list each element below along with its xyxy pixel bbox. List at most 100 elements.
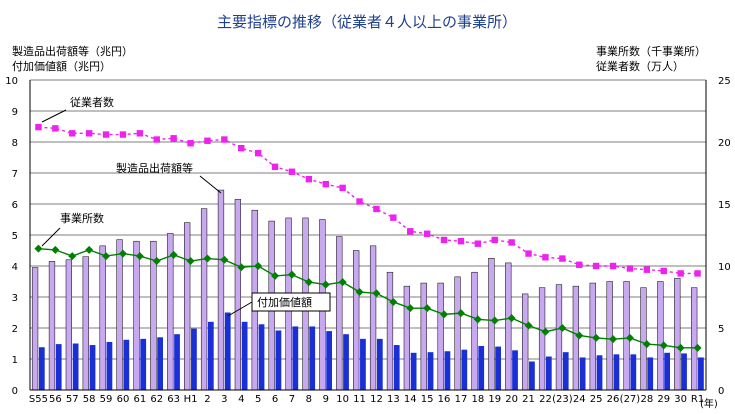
bar-value-added: [376, 338, 383, 390]
marker-employees: [626, 265, 634, 272]
bar-value-added: [562, 352, 569, 390]
bar-value-added: [326, 331, 332, 390]
right-tick-label: 25: [718, 76, 731, 87]
lines: [34, 123, 702, 352]
marker-employees: [187, 140, 194, 147]
left-tick-label: 3: [12, 293, 18, 304]
marker-establishments: [85, 245, 94, 254]
x-tick-label: 61: [133, 394, 146, 405]
series-label-value-added: 付加価値額: [257, 296, 312, 309]
bar-value-added: [55, 344, 62, 390]
bar-value-added: [613, 354, 620, 390]
marker-establishments: [642, 340, 651, 349]
bar-shipments: [234, 199, 241, 391]
right-axis-label-employees: 従業者数（万人）: [596, 60, 684, 73]
x-tick-label: 2: [204, 394, 210, 405]
leader-employees: [41, 109, 67, 123]
bar-shipments: [505, 262, 512, 391]
x-tick-label: 7: [289, 394, 295, 405]
marker-establishments: [423, 304, 432, 313]
marker-employees: [559, 255, 566, 262]
bar-value-added: [681, 353, 687, 390]
x-tick-label: 17: [455, 394, 468, 405]
left-tick-label: 0: [12, 386, 18, 397]
bar-shipments: [336, 236, 343, 391]
marker-establishments: [203, 254, 212, 263]
marker-employees: [457, 238, 465, 245]
marker-employees: [576, 261, 583, 268]
bar-shipments: [369, 245, 377, 391]
bar-shipments: [555, 284, 563, 391]
bar-value-added: [309, 326, 316, 390]
bar-shipments: [82, 256, 89, 391]
series-label-establishments: 事業所数: [60, 212, 104, 225]
marker-establishments: [456, 309, 465, 318]
bar-value-added: [140, 338, 147, 390]
marker-establishments: [473, 315, 482, 324]
x-tick-label: 13: [387, 394, 400, 405]
x-tick-label: (27): [620, 394, 641, 405]
x-tick-label: R1: [691, 394, 704, 405]
x-tick-label: 62: [150, 394, 163, 405]
x-tick-label: S55: [29, 394, 48, 405]
left-tick-label: 1: [12, 355, 18, 366]
x-tick-label: 28: [640, 394, 653, 405]
bar-value-added: [410, 352, 417, 390]
bar-value-added: [664, 352, 670, 390]
x-tick-label: H1: [184, 394, 198, 405]
marker-establishments: [575, 331, 584, 340]
bar-value-added: [343, 334, 349, 390]
x-tick-label: 20: [505, 394, 518, 405]
bar-shipments: [48, 261, 56, 391]
left-tick-label: 9: [12, 107, 18, 118]
x-tick-label: 4: [238, 394, 244, 405]
bar-shipments: [522, 293, 529, 391]
marker-establishments: [118, 249, 127, 258]
bar-value-added: [275, 330, 282, 390]
bar-value-added: [630, 354, 637, 390]
right-tick-label: 20: [718, 138, 731, 149]
marker-employees: [238, 145, 245, 152]
x-tick-label: 16: [438, 394, 451, 405]
bar-value-added: [207, 321, 214, 390]
marker-employees: [390, 214, 397, 221]
marker-establishments: [440, 310, 449, 319]
marker-employees: [102, 131, 110, 138]
bar-value-added: [38, 347, 45, 390]
bar-shipments: [65, 259, 72, 391]
marker-employees: [407, 228, 414, 235]
bar-value-added: [72, 343, 79, 390]
bar-shipments: [133, 240, 140, 391]
marker-establishments: [68, 252, 77, 261]
marker-employees: [491, 236, 498, 244]
bar-shipments: [31, 267, 39, 391]
marker-employees: [119, 131, 127, 138]
x-tick-label: 63: [167, 394, 180, 405]
marker-establishments: [355, 288, 364, 297]
bar-shipments: [386, 271, 394, 391]
x-tick-label: 14: [404, 394, 417, 405]
right-tick-label: 0: [718, 386, 724, 397]
bar-value-added: [545, 356, 552, 390]
x-tick-label: 5: [255, 394, 261, 405]
marker-employees: [474, 240, 482, 247]
marker-employees: [508, 239, 515, 246]
marker-employees: [254, 149, 262, 157]
marker-establishments: [609, 335, 618, 344]
bar-shipments: [691, 287, 698, 391]
marker-establishments: [135, 252, 144, 261]
marker-establishments: [676, 343, 685, 352]
x-tick-label: 60: [117, 394, 130, 405]
marker-establishments: [625, 333, 634, 342]
leader-value-added: [227, 301, 253, 317]
bar-value-added: [512, 350, 518, 390]
line-employees: [38, 126, 698, 275]
marker-employees: [85, 130, 93, 137]
left-axis-label-value-added: 付加価値額（兆円）: [12, 60, 111, 73]
left-tick-label: 7: [12, 169, 18, 180]
x-tick-label: 26: [607, 394, 620, 405]
left-axis-label-shipments: 製造品出荷額等（兆円）: [12, 44, 133, 58]
series-label-employees: 従業者数: [70, 96, 114, 109]
marker-employees: [204, 137, 211, 144]
